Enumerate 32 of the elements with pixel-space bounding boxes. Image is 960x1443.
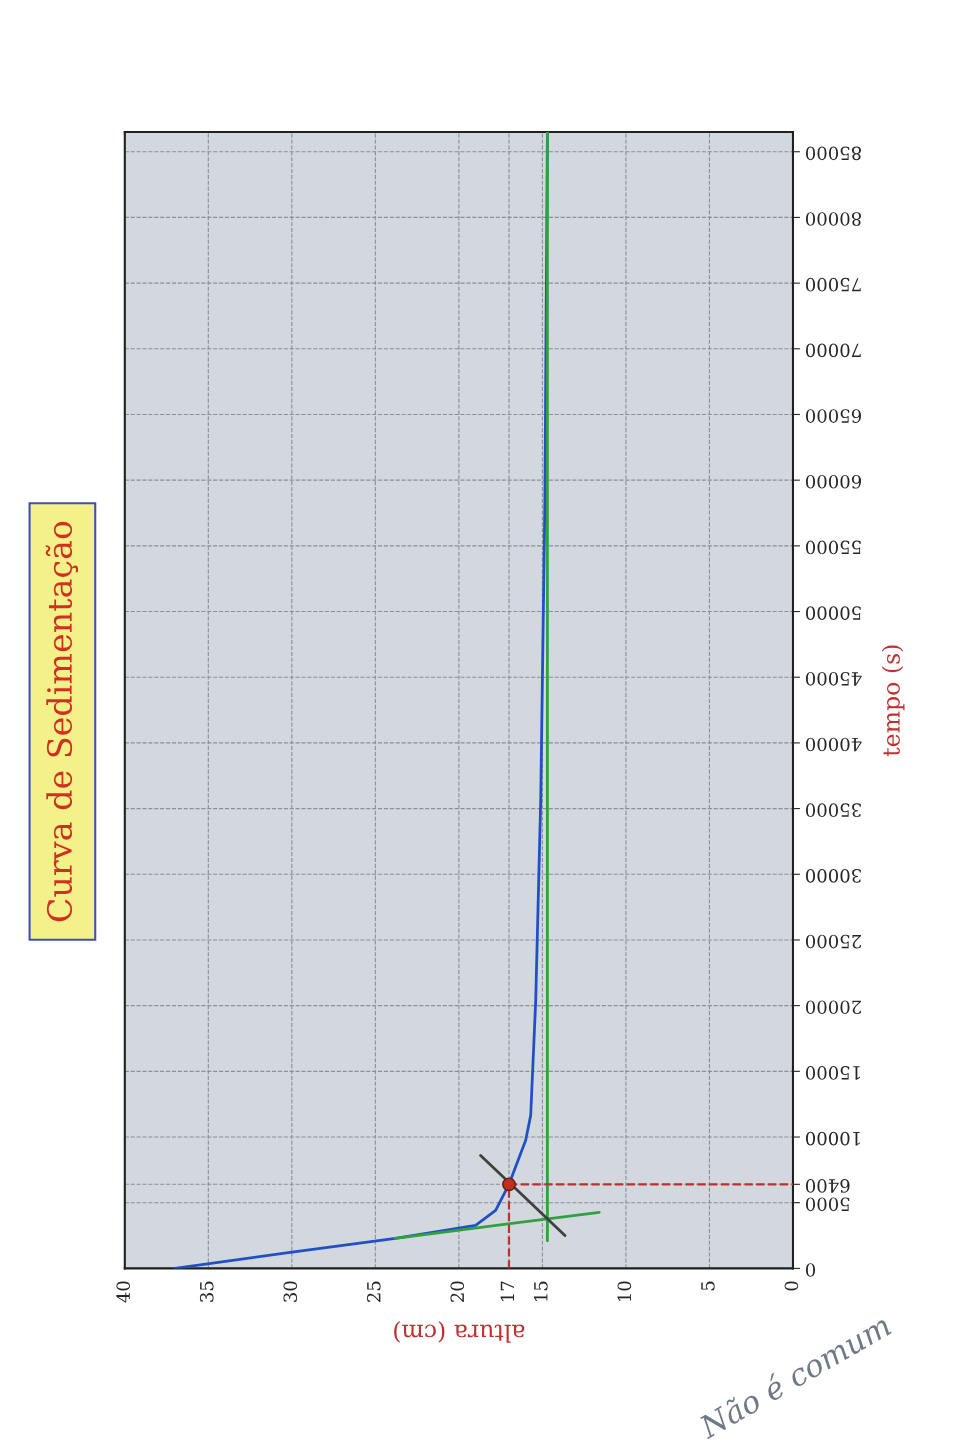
y-tick-label: 55000 xyxy=(805,540,861,555)
x-tick-label: 5 xyxy=(701,1281,715,1291)
y-tick-label: 15000 xyxy=(805,1066,860,1080)
y-tick-label: 20000 xyxy=(805,1000,861,1015)
x-tick-label: 17 xyxy=(500,1281,514,1301)
y-tick-label: 5000 xyxy=(805,1197,850,1212)
y-tick-label: 50000 xyxy=(805,606,861,620)
x-tick-label: 25 xyxy=(366,1281,381,1302)
y-tick-label: 0 xyxy=(805,1263,816,1277)
x-tick-label: 35 xyxy=(199,1281,214,1302)
x-tick-label: 0 xyxy=(784,1281,799,1291)
y-tick-label: 40000 xyxy=(805,737,862,752)
y-tick-label: 75000 xyxy=(805,277,861,292)
x-axis-title: altura (cm) xyxy=(394,1321,525,1343)
y-tick-label: 60000 xyxy=(805,474,861,489)
x-tick-label: 30 xyxy=(283,1281,298,1302)
y-tick-label: 35000 xyxy=(805,803,861,818)
y-tick-label: 85000 xyxy=(805,146,861,161)
x-tick-label: 15 xyxy=(533,1281,548,1301)
text: Curva de Sedimentação xyxy=(45,521,79,922)
x-tick-label: 40 xyxy=(116,1281,131,1303)
y-tick-label: 10000 xyxy=(805,1131,860,1146)
y-tick-label: 25000 xyxy=(805,934,861,949)
x-tick-label: 20 xyxy=(450,1281,465,1302)
y-tick-label: 6400 xyxy=(805,1179,850,1193)
y-tick-label: 65000 xyxy=(805,409,861,423)
x-tick-label: 10 xyxy=(617,1281,632,1301)
y-axis-title: tempo (s) xyxy=(881,645,905,757)
y-tick-label: 80000 xyxy=(805,212,861,226)
y-tick-label: 45000 xyxy=(805,671,862,686)
y-tick-label: 70000 xyxy=(805,343,861,358)
y-tick-label: 30000 xyxy=(805,869,861,883)
